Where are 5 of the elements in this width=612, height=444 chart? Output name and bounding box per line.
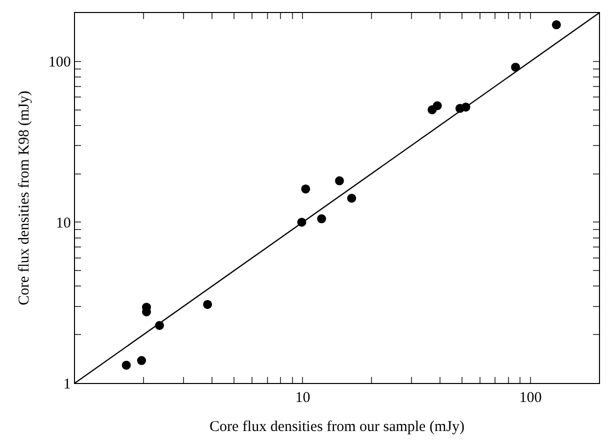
y-axis-title: Core flux densities from K98 (mJy)	[16, 90, 33, 306]
y-tick-label: 100	[48, 54, 71, 71]
y-tick-label: 10	[56, 215, 71, 232]
x-axis-title: Core flux densities from our sample (mJy)	[210, 419, 464, 436]
y-tick-label: 1	[63, 376, 71, 392]
